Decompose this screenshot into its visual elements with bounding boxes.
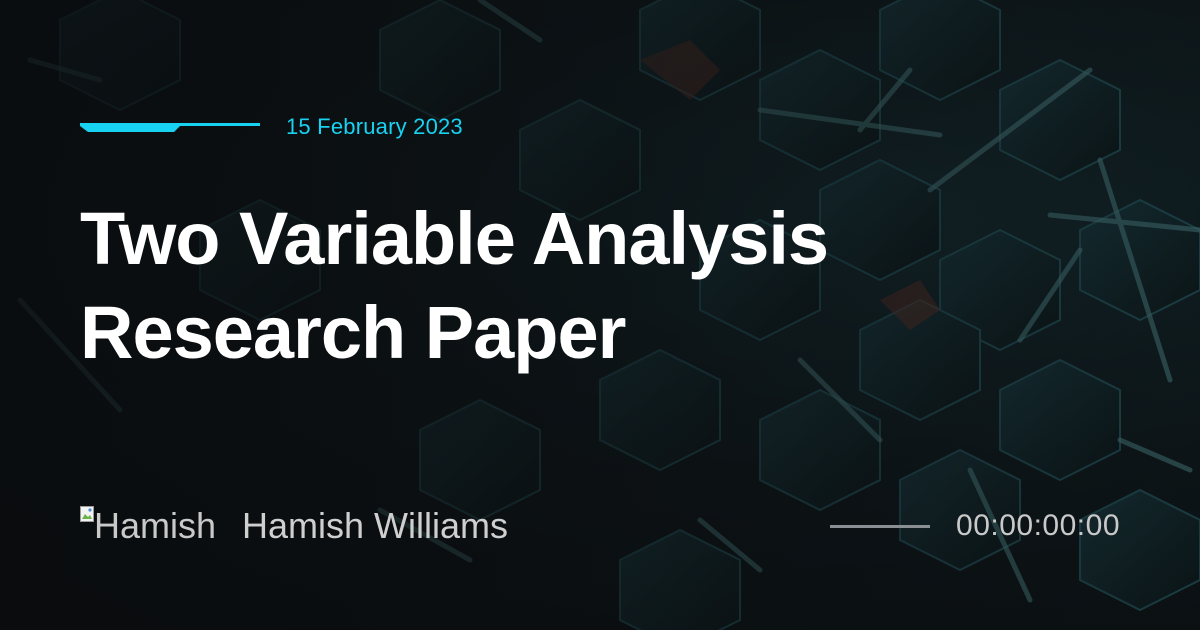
timecode: 00:00:00:00 [956, 509, 1120, 542]
cyan-accent-line-icon [80, 122, 260, 132]
author-row: Hamish Hamish Williams [80, 502, 508, 550]
avatar-alt-text: Hamish [94, 505, 217, 546]
progress-track [830, 524, 931, 528]
publish-date: 15 February 2023 [286, 114, 463, 139]
avatar: Hamish [80, 504, 216, 548]
article-title[interactable]: Two Variable Analysis Research Paper [80, 197, 829, 374]
author-name[interactable]: Hamish Williams [242, 505, 509, 546]
time-row: 00:00:00:00 [830, 502, 1120, 550]
date-row: 15 February 2023 [80, 112, 463, 142]
broken-image-icon [80, 506, 94, 522]
